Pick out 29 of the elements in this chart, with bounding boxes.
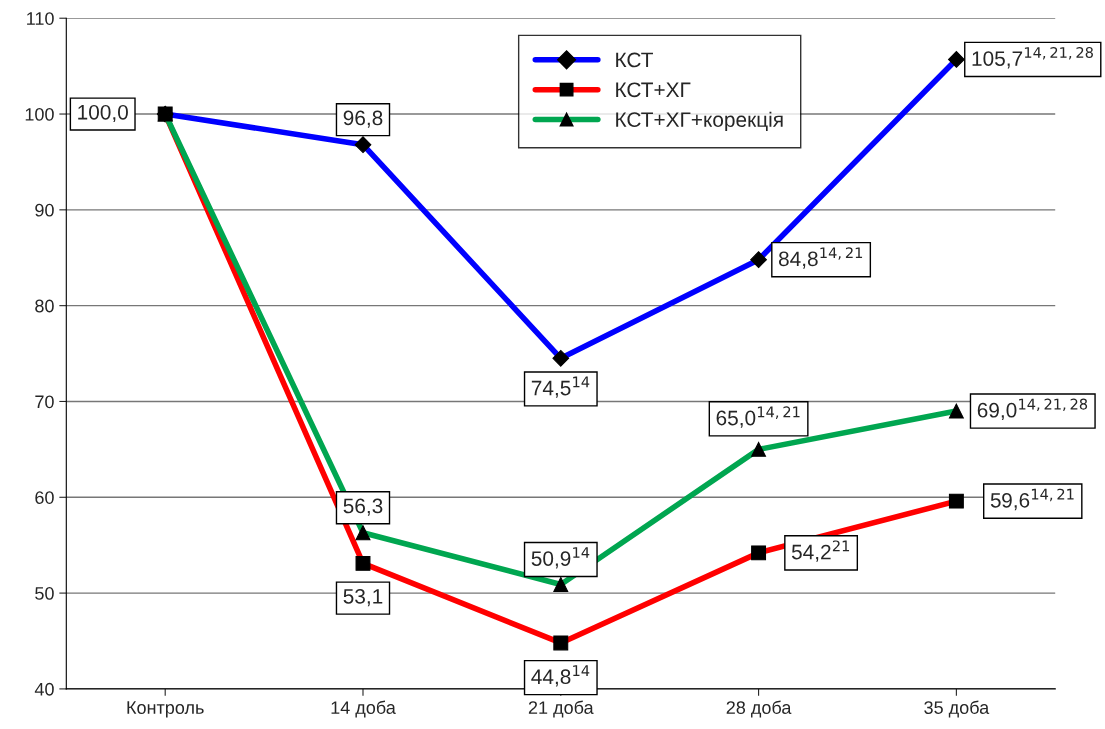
data-label: 59,6$^{14,21}$ xyxy=(990,488,1074,511)
x-tick-label: 35 доба xyxy=(924,700,990,718)
x-tick-label: 21 доба xyxy=(528,700,594,718)
legend-label: КСТ+ХГ xyxy=(616,82,691,98)
y-tick-label: 50 xyxy=(35,587,54,600)
data-label: 74,5$^{14}$ xyxy=(531,376,590,398)
data-label: 44,8$^{14}$ xyxy=(531,665,590,687)
data-label: 105,7$^{14,21,28}$ xyxy=(972,46,1093,69)
data-label: 84,8$^{14,21}$ xyxy=(778,247,863,269)
data-label: 50,9$^{14}$ xyxy=(531,547,590,569)
data-label: 53,1 xyxy=(343,588,383,607)
y-tick-label: 60 xyxy=(35,491,54,504)
legend-label: КСТ xyxy=(616,52,653,68)
x-tick-label: 28 доба xyxy=(726,700,792,718)
data-label: 100,0 xyxy=(78,104,128,123)
data-label: 65,0$^{14,21}$ xyxy=(716,406,800,428)
data-label: 54,2$^{21}$ xyxy=(791,540,850,562)
y-tick-label: 80 xyxy=(35,299,54,313)
y-tick-label: 110 xyxy=(27,12,54,25)
y-tick-label: 100 xyxy=(25,107,54,121)
data-label: 56,3 xyxy=(343,498,383,516)
legend-label: КСТ+ХГ+корекція xyxy=(616,111,783,132)
x-tick-label: Контроль xyxy=(127,701,204,718)
data-label: 69,0$^{14,21,28}$ xyxy=(977,398,1088,421)
x-tick-label: 14 доба xyxy=(331,700,396,718)
data-label: 96,8 xyxy=(343,110,383,128)
y-tick-label: 90 xyxy=(35,203,54,217)
y-tick-label: 70 xyxy=(35,395,54,409)
y-tick-label: 40 xyxy=(34,682,54,696)
